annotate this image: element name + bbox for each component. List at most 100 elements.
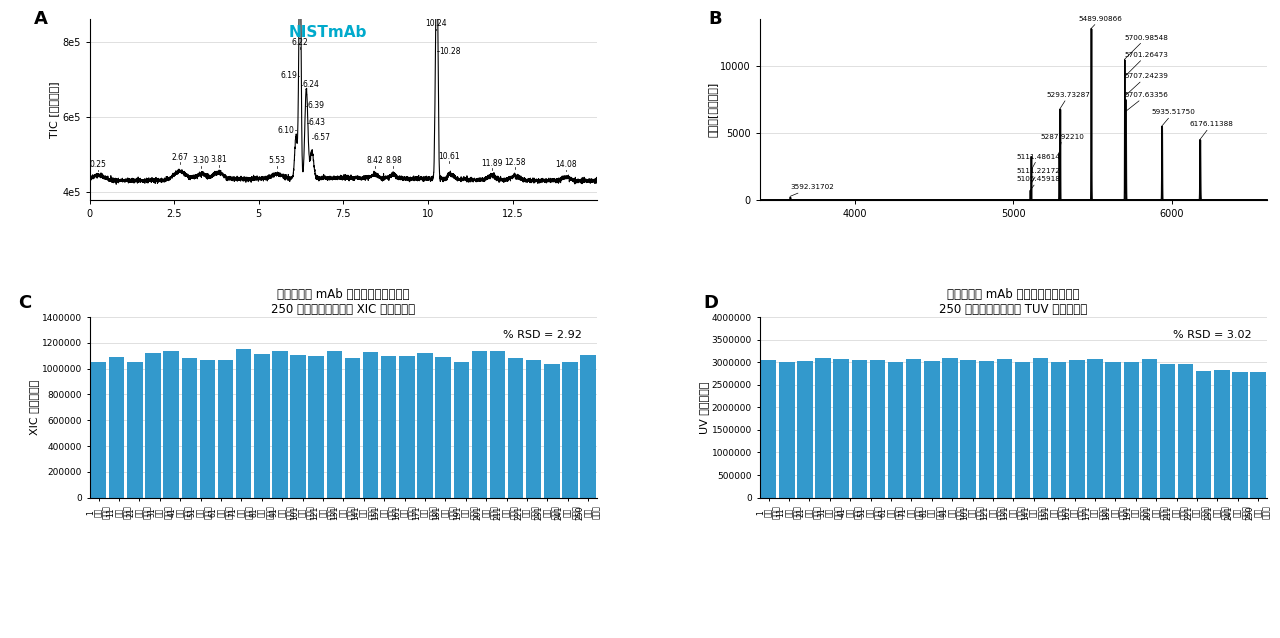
Text: 6.19: 6.19 xyxy=(280,71,297,80)
Y-axis label: 強度　[カウント]: 強度 [カウント] xyxy=(707,82,717,137)
Bar xyxy=(182,359,197,498)
Text: B: B xyxy=(709,10,722,28)
Text: 5287.92210: 5287.92210 xyxy=(1041,133,1084,153)
Text: 10.24: 10.24 xyxy=(425,19,447,28)
Bar xyxy=(797,361,813,498)
Text: 10.28: 10.28 xyxy=(439,47,461,56)
Text: 3.30: 3.30 xyxy=(193,156,210,165)
Text: % RSD = 3.02: % RSD = 3.02 xyxy=(1174,330,1252,339)
Text: D: D xyxy=(704,293,719,311)
Text: 5111.22172: 5111.22172 xyxy=(1016,168,1060,184)
Text: 5293.73287: 5293.73287 xyxy=(1047,92,1091,108)
Text: 5489.90866: 5489.90866 xyxy=(1079,16,1123,29)
Y-axis label: UV ピーク面積: UV ピーク面積 xyxy=(699,381,709,434)
Bar xyxy=(164,351,179,498)
Bar xyxy=(1033,358,1048,498)
Bar xyxy=(780,362,795,498)
Bar xyxy=(344,358,360,498)
Text: 5.53: 5.53 xyxy=(269,156,285,165)
Text: 14.08: 14.08 xyxy=(556,160,577,169)
Bar xyxy=(924,361,940,498)
Y-axis label: XIC ピーク面積: XIC ピーク面積 xyxy=(29,380,38,435)
Text: 6.10: 6.10 xyxy=(278,126,294,135)
Bar xyxy=(815,358,831,498)
Text: 6.22: 6.22 xyxy=(292,38,308,47)
Text: NISTmAb: NISTmAb xyxy=(289,25,367,40)
Bar xyxy=(236,350,251,498)
Title: インタクト mAb 質量チェック標準品
250 回の注入にわたる TUV ピーク面積: インタクト mAb 質量チェック標準品 250 回の注入にわたる TUV ピーク… xyxy=(940,288,1088,316)
Bar xyxy=(127,362,142,498)
Bar xyxy=(308,356,324,498)
Y-axis label: TIC [カウント]: TIC [カウント] xyxy=(50,81,59,138)
Text: 5935.51750: 5935.51750 xyxy=(1152,110,1196,126)
Bar xyxy=(1051,362,1066,498)
Text: 5707.24239: 5707.24239 xyxy=(1124,73,1169,95)
Bar xyxy=(762,360,777,498)
Text: C: C xyxy=(18,293,32,311)
Bar xyxy=(364,352,379,498)
Text: 0.25: 0.25 xyxy=(90,160,106,169)
Bar xyxy=(471,352,488,498)
Text: 3.81: 3.81 xyxy=(210,155,227,165)
Text: 5105.45918: 5105.45918 xyxy=(1016,176,1060,190)
Bar xyxy=(1069,360,1084,498)
Text: 5111.48614: 5111.48614 xyxy=(1016,154,1060,170)
Text: 12.58: 12.58 xyxy=(504,158,526,167)
Bar xyxy=(291,355,306,498)
Bar xyxy=(417,353,433,498)
Bar xyxy=(942,358,957,498)
Text: 6.24: 6.24 xyxy=(302,80,319,89)
Bar xyxy=(1124,362,1139,498)
Bar xyxy=(997,359,1012,498)
Bar xyxy=(562,362,577,498)
Bar xyxy=(435,357,451,498)
Text: 6176.11388: 6176.11388 xyxy=(1189,121,1234,140)
Bar xyxy=(888,362,904,498)
Bar xyxy=(526,360,541,498)
Bar xyxy=(1142,359,1157,498)
Text: 8.42: 8.42 xyxy=(366,156,383,165)
Bar xyxy=(326,352,342,498)
Text: % RSD = 2.92: % RSD = 2.92 xyxy=(503,330,582,339)
Text: 3592.31702: 3592.31702 xyxy=(790,184,835,197)
Bar xyxy=(1233,372,1248,498)
Bar xyxy=(109,357,124,498)
Bar xyxy=(1015,362,1030,498)
Bar xyxy=(906,359,922,498)
Text: 8.98: 8.98 xyxy=(385,156,402,165)
Bar xyxy=(1087,359,1102,498)
Bar xyxy=(1160,364,1175,498)
Text: 5707.63356: 5707.63356 xyxy=(1124,92,1169,112)
Bar xyxy=(580,355,595,498)
Text: 6.57: 6.57 xyxy=(314,133,330,142)
Bar xyxy=(399,356,415,498)
Bar xyxy=(218,360,233,498)
Bar xyxy=(869,359,886,498)
Bar xyxy=(490,351,506,498)
Bar xyxy=(1178,364,1193,498)
Bar xyxy=(1215,370,1230,498)
Bar xyxy=(544,364,559,498)
Bar xyxy=(200,360,215,498)
Text: 6.43: 6.43 xyxy=(308,118,326,127)
Bar xyxy=(146,353,161,498)
Bar xyxy=(91,362,106,498)
Text: 6.39: 6.39 xyxy=(307,101,325,110)
Bar xyxy=(960,360,975,498)
Bar xyxy=(1106,362,1121,498)
Text: 11.89: 11.89 xyxy=(481,159,503,168)
Text: 5701.26473: 5701.26473 xyxy=(1124,52,1169,77)
Title: インタクト mAb 質量チェック標準品
250 回の注入にわたる XIC ピーク面積: インタクト mAb 質量チェック標準品 250 回の注入にわたる XIC ピーク… xyxy=(271,288,416,316)
Bar xyxy=(453,362,468,498)
Bar xyxy=(508,359,524,498)
Text: 2.67: 2.67 xyxy=(172,152,188,161)
Text: 10.61: 10.61 xyxy=(438,152,460,161)
Bar xyxy=(255,355,270,498)
Text: A: A xyxy=(33,10,47,28)
Bar xyxy=(1196,371,1211,498)
Text: 5700.98548: 5700.98548 xyxy=(1124,34,1169,59)
Bar xyxy=(851,360,867,498)
Bar xyxy=(1251,372,1266,498)
Bar xyxy=(381,357,397,498)
Bar xyxy=(833,359,849,498)
